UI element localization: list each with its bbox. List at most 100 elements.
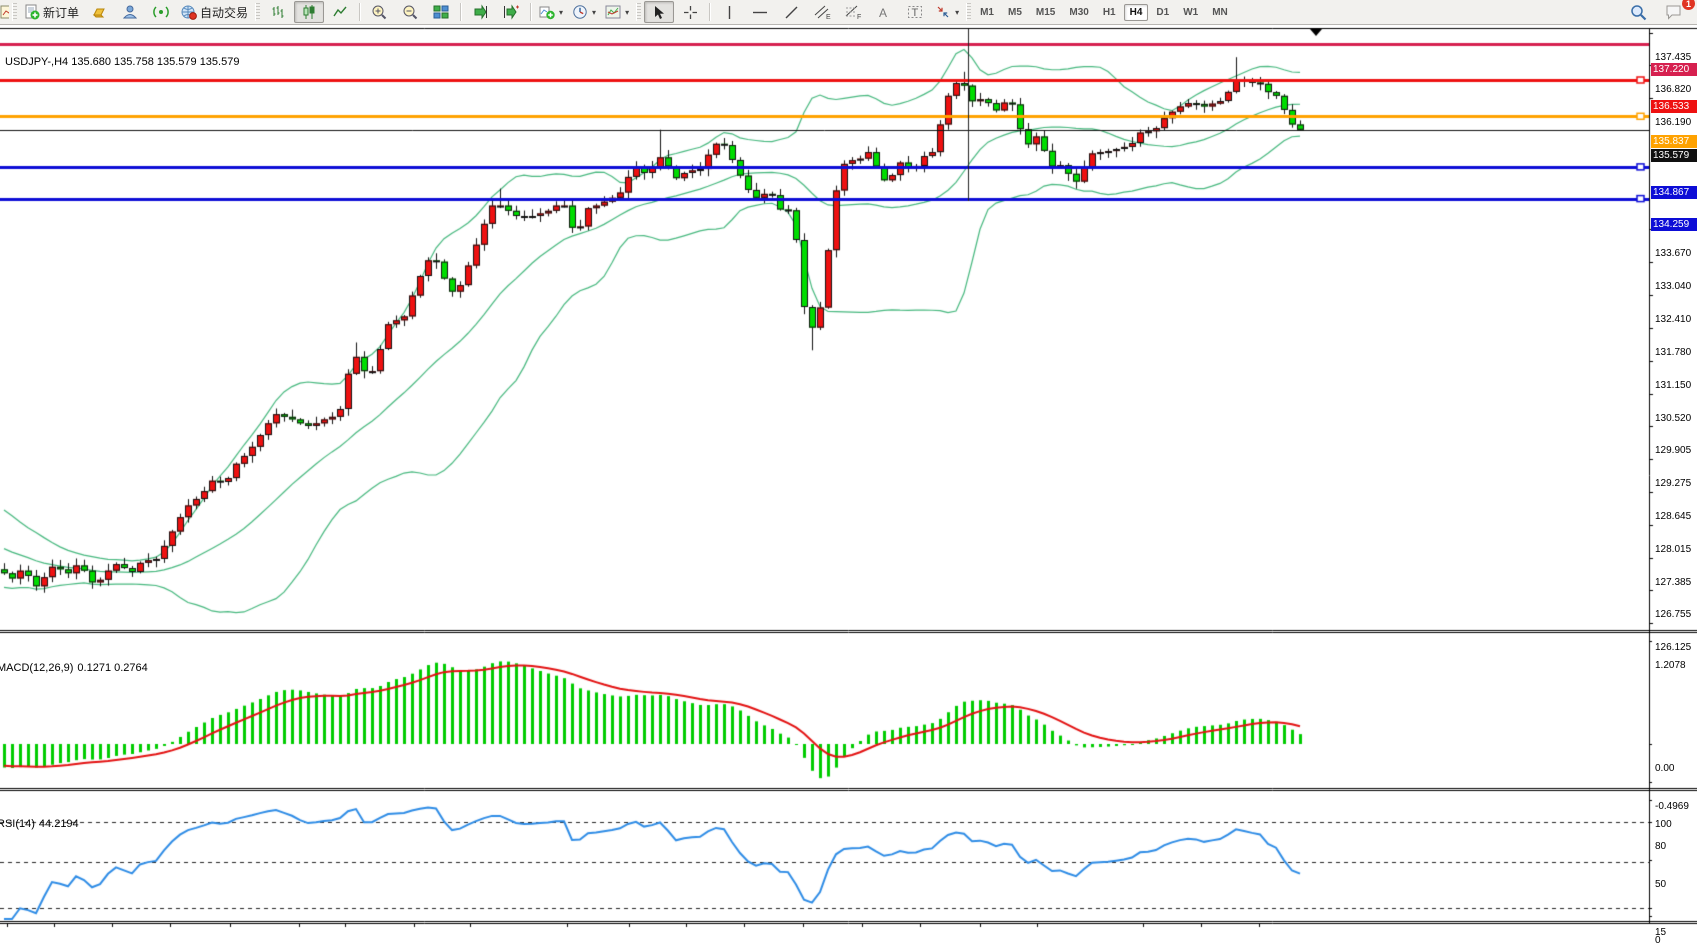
auto-scroll-button[interactable] <box>465 1 495 23</box>
vertical-line-tool-button[interactable] <box>714 1 744 23</box>
macd-axis-tick: 1.2078 <box>1655 660 1686 671</box>
fibonacci-tool-button[interactable]: F <box>838 1 868 23</box>
candlestick-chart-type-button[interactable] <box>294 1 325 23</box>
notification-badge: 1 <box>1682 0 1695 10</box>
rsi-axis-tick: 0 <box>1655 935 1661 945</box>
text-tool-button[interactable]: A <box>869 1 899 23</box>
chart-canvas[interactable] <box>0 25 1697 945</box>
zoom-out-icon <box>403 5 418 20</box>
price-axis-tick: 127.385 <box>1655 577 1692 588</box>
rsi-axis-tick: 50 <box>1655 879 1667 890</box>
price-axis-tick: 126.755 <box>1655 609 1692 620</box>
chat-bubble-icon <box>1666 5 1681 20</box>
line-chart-type-button[interactable] <box>325 1 355 23</box>
signals-button[interactable] <box>146 1 176 23</box>
clipped-chart-icon <box>0 4 9 20</box>
toolbar-separator <box>460 3 462 21</box>
market-watch-button[interactable] <box>84 1 114 23</box>
ohlc-values: 135.680 135.758 135.579 135.579 <box>71 56 240 68</box>
zoom-in-icon <box>372 5 387 20</box>
timeframe-button-w1[interactable]: W1 <box>1183 6 1199 18</box>
symbol-period-label: USDJPY-,H4 <box>5 56 69 68</box>
rsi-axis-tick: 100 <box>1655 819 1672 830</box>
timeframe-button-d1[interactable]: D1 <box>1156 6 1170 18</box>
chevron-down-icon: ▾ <box>625 7 630 17</box>
timeframe-button-m30[interactable]: M30 <box>1069 6 1089 18</box>
auto-scroll-icon <box>474 4 488 20</box>
bar-chart-icon <box>272 6 284 18</box>
chart-shift-icon <box>504 4 520 20</box>
price-axis-tick: 128.645 <box>1655 511 1692 522</box>
timeframe-button-m1[interactable]: M1 <box>980 6 994 18</box>
timeframe-button-m5[interactable]: M5 <box>1008 6 1022 18</box>
text-label-tool-button[interactable]: T <box>900 1 930 23</box>
rsi-name: RSI(14) <box>0 818 35 830</box>
toolbar-grip <box>636 3 642 21</box>
main-toolbar: 新订单 自动交易 <box>0 0 1697 25</box>
chevron-down-icon: ▾ <box>559 7 564 17</box>
notifications-button[interactable]: 1 <box>1659 0 1695 23</box>
chart-shift-button[interactable] <box>496 1 526 23</box>
templates-button[interactable]: ▾ <box>601 1 633 23</box>
text-label-icon: T <box>907 6 922 19</box>
price-line-badge: 135.579 <box>1651 148 1697 162</box>
timeframe-button-mn[interactable]: MN <box>1212 6 1228 18</box>
search-icon <box>1630 4 1646 20</box>
timeframe-button-m15[interactable]: M15 <box>1035 6 1056 18</box>
periods-button[interactable]: ▾ <box>568 1 600 23</box>
add-indicator-button[interactable]: ▾ <box>535 1 567 23</box>
trendline-tool-button[interactable] <box>776 1 806 23</box>
macd-name: MACD(12,26,9) <box>0 662 74 674</box>
bar-chart-type-button[interactable] <box>263 1 293 23</box>
svg-text:A: A <box>879 6 887 20</box>
price-axis-tick: 136.190 <box>1655 117 1692 128</box>
rsi-pane-label: RSI(14) 44.2194 <box>0 818 83 830</box>
arrows-tool-button[interactable]: ▾ <box>931 1 963 23</box>
channel-tool-button[interactable]: E <box>807 1 837 23</box>
candlestick-icon <box>303 5 315 19</box>
person-icon <box>122 5 138 19</box>
clock-icon <box>573 5 587 19</box>
timeframe-button-h4[interactable]: H4 <box>1123 3 1149 21</box>
macd-pane-label: MACD(12,26,9) 0.1271 0.2764 <box>0 662 152 674</box>
arrow-objects-icon <box>937 6 949 18</box>
line-chart-icon <box>333 6 347 17</box>
new-order-icon <box>25 4 40 20</box>
price-line-badge: 135.837 <box>1651 134 1697 148</box>
zoom-in-button[interactable] <box>364 1 394 23</box>
crosshair-icon <box>683 5 697 19</box>
toolbar-separator <box>359 3 361 21</box>
toolbar-grip <box>966 3 972 21</box>
new-order-label: 新订单 <box>43 5 80 20</box>
chevron-down-icon: ▾ <box>955 7 960 17</box>
price-axis-tick: 133.670 <box>1655 248 1692 259</box>
svg-text:T: T <box>911 7 918 19</box>
equidistant-channel-icon: E <box>814 5 831 20</box>
auto-trading-label: 自动交易 <box>200 5 249 20</box>
price-axis-tick: 132.410 <box>1655 314 1692 325</box>
signal-icon <box>153 6 169 18</box>
accounts-button[interactable] <box>115 1 145 23</box>
horizontal-line-tool-button[interactable] <box>745 1 775 23</box>
chart-area: USDJPY-,H4 135.680 135.758 135.579 135.5… <box>0 25 1697 945</box>
auto-trading-button[interactable]: 自动交易 <box>177 1 252 23</box>
template-icon <box>605 5 621 19</box>
crosshair-tool-button[interactable] <box>675 1 705 23</box>
new-order-button[interactable]: 新订单 <box>20 1 83 23</box>
toolbar-grip <box>255 3 261 21</box>
price-axis-tick: 137.435 <box>1655 52 1692 63</box>
tile-windows-button[interactable] <box>426 1 456 23</box>
toolbar-grip <box>12 3 17 21</box>
price-line-badge: 137.220 <box>1651 62 1697 76</box>
gold-bar-icon <box>92 8 105 18</box>
zoom-out-button[interactable] <box>395 1 425 23</box>
chevron-down-icon: ▾ <box>592 7 597 17</box>
price-axis-tick: 128.015 <box>1655 544 1692 555</box>
macd-values: 0.1271 0.2764 <box>77 662 148 674</box>
trendline-icon <box>785 6 798 18</box>
timeframe-button-h1[interactable]: H1 <box>1102 6 1116 18</box>
cursor-tool-button[interactable] <box>644 1 675 23</box>
price-axis-tick: 129.275 <box>1655 478 1692 489</box>
search-button[interactable] <box>1623 1 1653 23</box>
